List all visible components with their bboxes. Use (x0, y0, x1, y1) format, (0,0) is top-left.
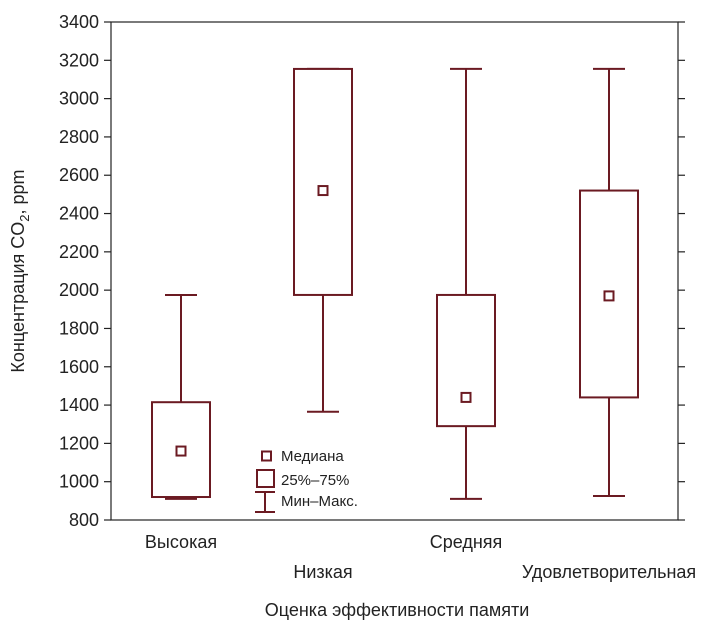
y-tick-label: 2800 (59, 127, 99, 147)
iqr-box (436, 293, 496, 428)
x-axis-categories: Высокая Низкая Средняя Удовлетворительная (145, 532, 696, 582)
y-tick-label: 1800 (59, 318, 99, 338)
x-category-label: Средняя (430, 532, 503, 552)
box-series (151, 67, 639, 500)
median-marker (603, 290, 615, 302)
legend-whisker-label: Мин–Макс. (281, 493, 358, 510)
iqr-box (579, 189, 639, 399)
y-tick-label: 3200 (59, 50, 99, 70)
legend-median-label: Медиана (281, 448, 344, 465)
x-category-label: Удовлетворительная (522, 562, 696, 582)
y-tick-label: 1200 (59, 433, 99, 453)
chart-legend: Медиана 25%–75% Мин–Макс. (255, 448, 358, 513)
legend-median-marker (261, 450, 272, 462)
x-category-label: Низкая (293, 562, 352, 582)
iqr-box (293, 67, 353, 296)
y-tick-label: 2000 (59, 280, 99, 300)
iqr-box (151, 401, 211, 499)
y-tick-label: 1600 (59, 357, 99, 377)
legend-box-swatch (256, 469, 275, 488)
y-tick-label: 3000 (59, 89, 99, 109)
y-tick-label: 2400 (59, 204, 99, 224)
x-category-label: Высокая (145, 532, 217, 552)
y-tick-label: 1400 (59, 395, 99, 415)
median-marker (175, 445, 187, 457)
legend-box-label: 25%–75% (281, 472, 349, 489)
median-marker (317, 185, 329, 197)
y-tick-label: 1000 (59, 472, 99, 492)
y-axis-ticks: 800 1000 1200 1400 1600 1800 2000 2200 2400 2600 2… (59, 12, 685, 530)
median-marker (460, 391, 472, 403)
y-axis-title: Концентрация CO2, ppm (8, 169, 32, 372)
plot-frame (110, 21, 679, 521)
y-tick-label: 3400 (59, 12, 99, 32)
y-tick-label: 2600 (59, 165, 99, 185)
plot-area-border (110, 21, 679, 521)
x-axis-title: Оценка эффективности памяти (265, 600, 530, 620)
y-tick-label: 800 (69, 510, 99, 530)
y-tick-label: 2200 (59, 242, 99, 262)
